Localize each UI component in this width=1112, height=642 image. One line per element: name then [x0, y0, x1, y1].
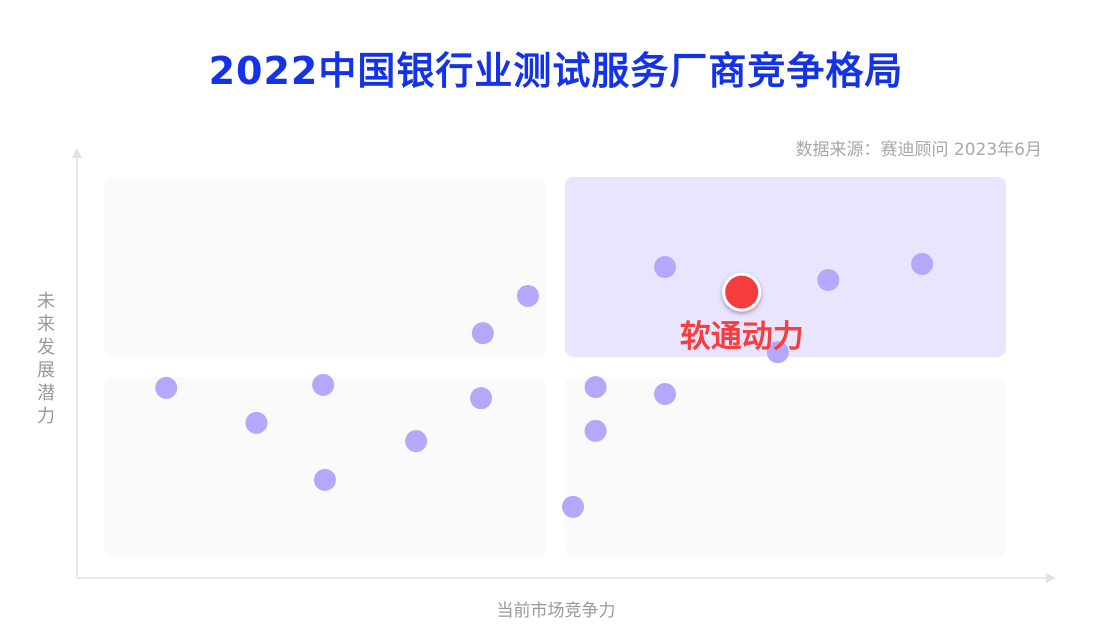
- y-axis-arrow: [72, 148, 82, 158]
- data-point: [245, 411, 268, 434]
- quadrant-top-left: [104, 177, 545, 357]
- data-point: [584, 376, 607, 399]
- chart-title: 2022中国银行业测试服务厂商竞争格局: [208, 49, 904, 93]
- data-point: [405, 430, 428, 453]
- data-point: [470, 387, 493, 410]
- data-point: [155, 376, 178, 399]
- x-axis-arrow: [1046, 573, 1056, 583]
- data-point: [471, 322, 494, 345]
- quadrant-top-right: [565, 177, 1006, 357]
- data-point: [654, 382, 677, 405]
- data-point: [817, 268, 840, 291]
- data-point: [766, 341, 789, 364]
- data-point: [584, 419, 607, 442]
- highlight-label: 软通动力: [680, 319, 804, 355]
- data-point: [562, 495, 585, 518]
- y-axis-label: 未来发展潜力: [37, 291, 55, 427]
- data-point: [312, 373, 335, 396]
- data-source: 数据来源：赛迪顾问 2023年6月: [795, 140, 1042, 160]
- quadrant-bottom-left: [104, 377, 545, 557]
- quadrant-bottom-right: [565, 377, 1006, 557]
- x-axis-label: 当前市场竞争力: [496, 601, 616, 621]
- data-point: [911, 253, 934, 276]
- highlight-point: [722, 272, 762, 312]
- data-point: [313, 468, 336, 491]
- data-point: [516, 284, 539, 307]
- data-point: [654, 256, 677, 279]
